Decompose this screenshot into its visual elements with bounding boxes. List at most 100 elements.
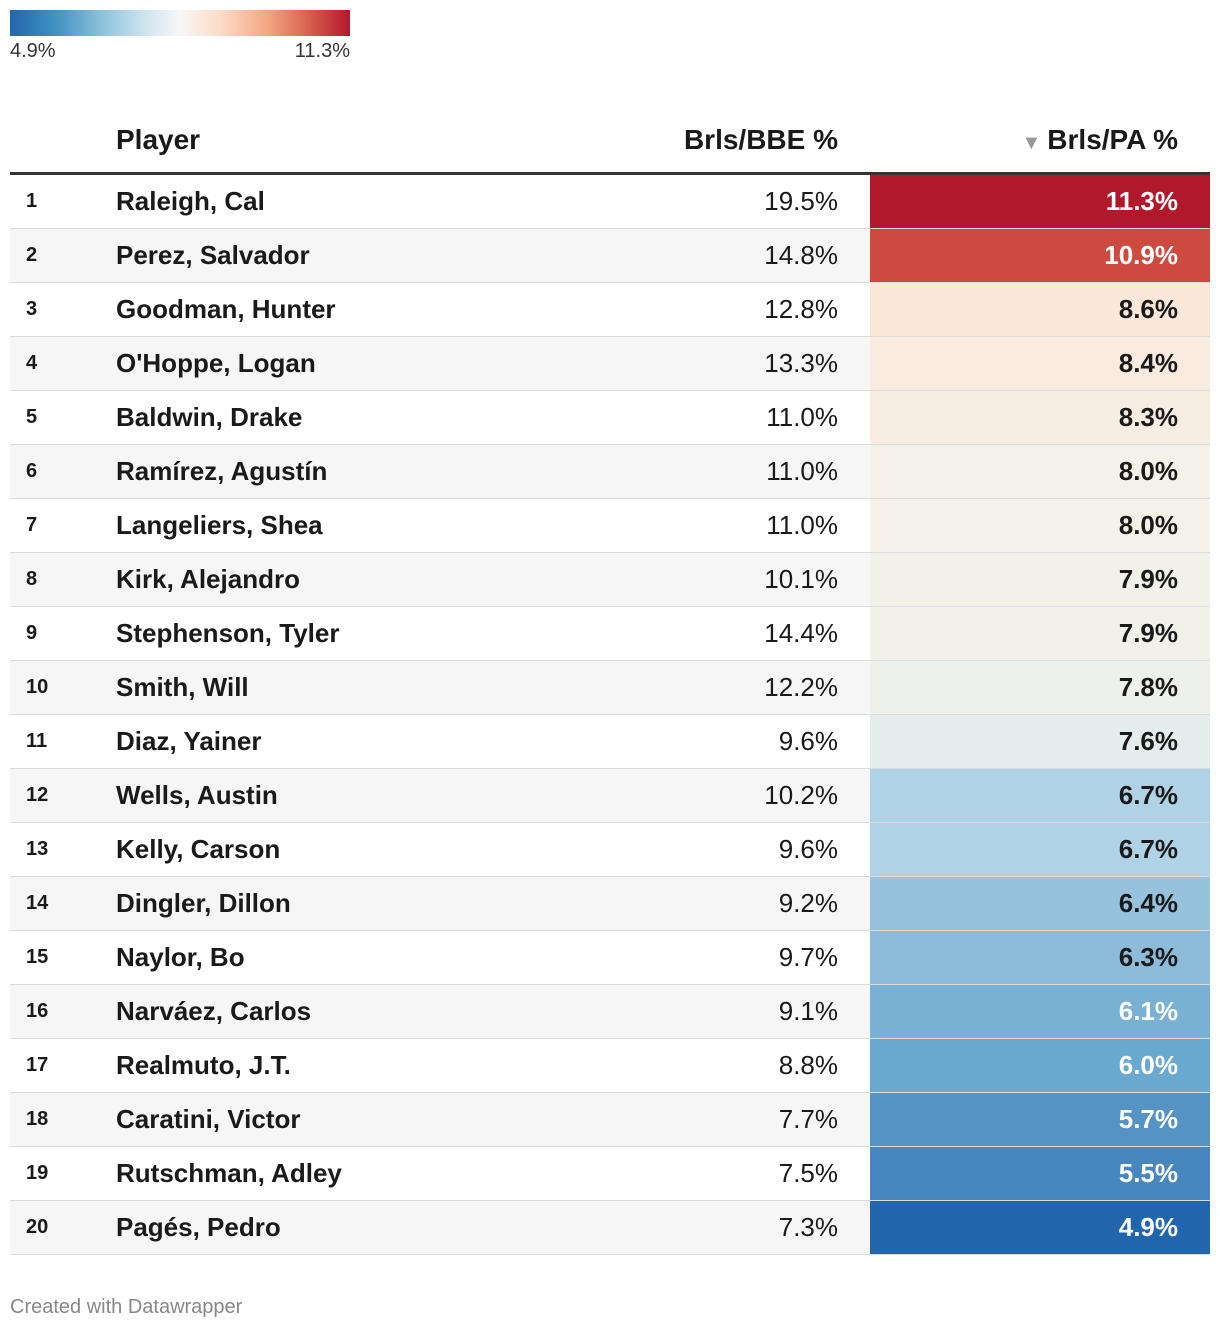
table-row: 9 Stephenson, Tyler 14.4% 7.9% [10, 606, 1210, 661]
cell-player: Diaz, Yainer [116, 714, 530, 769]
column-header-rank[interactable] [10, 108, 116, 175]
table-row: 8 Kirk, Alejandro 10.1% 7.9% [10, 552, 1210, 607]
cell-brls-pa: 10.9% [870, 228, 1210, 283]
cell-brls-bbe: 9.2% [529, 876, 870, 931]
cell-player: O'Hoppe, Logan [116, 336, 530, 391]
cell-brls-bbe: 8.8% [529, 1038, 870, 1093]
cell-rank: 2 [10, 228, 116, 283]
table-row: 6 Ramírez, Agustín 11.0% 8.0% [10, 444, 1210, 499]
cell-brls-pa: 8.6% [870, 282, 1210, 337]
cell-rank: 17 [10, 1038, 116, 1093]
cell-rank: 1 [10, 173, 116, 229]
cell-player: Goodman, Hunter [116, 282, 530, 337]
table-body: 1 Raleigh, Cal 19.5% 11.3% 2 Perez, Salvador 1… [10, 173, 1210, 1255]
table-row: 2 Perez, Salvador 14.8% 10.9% [10, 228, 1210, 283]
cell-player: Realmuto, J.T. [116, 1038, 530, 1093]
cell-brls-pa: 7.9% [870, 552, 1210, 607]
column-header-player[interactable]: Player [116, 108, 530, 175]
table-header-row: Player Brls/BBE % ▼ Brls/PA % [10, 108, 1210, 175]
cell-rank: 14 [10, 876, 116, 931]
cell-brls-pa: 8.0% [870, 444, 1210, 499]
cell-rank: 15 [10, 930, 116, 985]
cell-brls-bbe: 7.5% [529, 1146, 870, 1201]
cell-brls-pa: 11.3% [870, 173, 1210, 229]
cell-player: Langeliers, Shea [116, 498, 530, 553]
table-row: 20 Pagés, Pedro 7.3% 4.9% [10, 1200, 1210, 1255]
cell-brls-pa: 5.7% [870, 1092, 1210, 1147]
cell-player: Perez, Salvador [116, 228, 530, 283]
cell-brls-bbe: 9.6% [529, 714, 870, 769]
table-row: 19 Rutschman, Adley 7.5% 5.5% [10, 1146, 1210, 1201]
cell-brls-pa: 4.9% [870, 1200, 1210, 1255]
cell-brls-pa: 6.3% [870, 930, 1210, 985]
cell-brls-pa: 6.0% [870, 1038, 1210, 1093]
cell-brls-bbe: 12.2% [529, 660, 870, 715]
legend-min-label: 4.9% [10, 40, 56, 62]
cell-brls-pa: 8.4% [870, 336, 1210, 391]
color-legend: 4.9% 11.3% [10, 10, 350, 63]
cell-player: Rutschman, Adley [116, 1146, 530, 1201]
table-row: 12 Wells, Austin 10.2% 6.7% [10, 768, 1210, 823]
cell-rank: 5 [10, 390, 116, 445]
table-row: 7 Langeliers, Shea 11.0% 8.0% [10, 498, 1210, 553]
cell-player: Naylor, Bo [116, 930, 530, 985]
cell-brls-bbe: 10.2% [529, 768, 870, 823]
cell-brls-bbe: 9.1% [529, 984, 870, 1039]
cell-player: Raleigh, Cal [116, 173, 530, 229]
column-header-brls-pa-label: Brls/PA % [1047, 124, 1178, 155]
cell-rank: 3 [10, 282, 116, 337]
footer-credit: Created with Datawrapper [10, 1296, 243, 1318]
table-row: 10 Smith, Will 12.2% 7.8% [10, 660, 1210, 715]
table-row: 16 Narváez, Carlos 9.1% 6.1% [10, 984, 1210, 1039]
cell-brls-bbe: 7.7% [529, 1092, 870, 1147]
legend-labels: 4.9% 11.3% [10, 40, 350, 63]
cell-brls-pa: 7.6% [870, 714, 1210, 769]
cell-brls-bbe: 11.0% [529, 444, 870, 499]
cell-brls-pa: 8.0% [870, 498, 1210, 553]
table-row: 3 Goodman, Hunter 12.8% 8.6% [10, 282, 1210, 337]
cell-player: Pagés, Pedro [116, 1200, 530, 1255]
cell-brls-pa: 5.5% [870, 1146, 1210, 1201]
cell-brls-bbe: 9.6% [529, 822, 870, 877]
cell-rank: 20 [10, 1200, 116, 1255]
cell-rank: 6 [10, 444, 116, 499]
legend-gradient-bar [10, 10, 350, 36]
table-row: 17 Realmuto, J.T. 8.8% 6.0% [10, 1038, 1210, 1093]
legend-max-label: 11.3% [294, 40, 350, 62]
cell-rank: 10 [10, 660, 116, 715]
cell-brls-bbe: 11.0% [529, 390, 870, 445]
cell-brls-pa: 6.7% [870, 768, 1210, 823]
column-header-brls-bbe[interactable]: Brls/BBE % [529, 108, 870, 175]
cell-rank: 19 [10, 1146, 116, 1201]
cell-brls-bbe: 13.3% [529, 336, 870, 391]
table-row: 11 Diaz, Yainer 9.6% 7.6% [10, 714, 1210, 769]
table-row: 18 Caratini, Victor 7.7% 5.7% [10, 1092, 1210, 1147]
cell-rank: 18 [10, 1092, 116, 1147]
table-row: 13 Kelly, Carson 9.6% 6.7% [10, 822, 1210, 877]
cell-player: Caratini, Victor [116, 1092, 530, 1147]
cell-player: Kirk, Alejandro [116, 552, 530, 607]
cell-player: Dingler, Dillon [116, 876, 530, 931]
cell-player: Baldwin, Drake [116, 390, 530, 445]
cell-brls-pa: 6.1% [870, 984, 1210, 1039]
cell-brls-pa: 6.7% [870, 822, 1210, 877]
column-header-brls-pa[interactable]: ▼ Brls/PA % [870, 108, 1210, 175]
cell-rank: 13 [10, 822, 116, 877]
cell-brls-pa: 7.9% [870, 606, 1210, 661]
sort-descending-icon: ▼ [1021, 132, 1042, 154]
cell-brls-pa: 6.4% [870, 876, 1210, 931]
cell-player: Ramírez, Agustín [116, 444, 530, 499]
cell-brls-bbe: 12.8% [529, 282, 870, 337]
cell-brls-bbe: 14.8% [529, 228, 870, 283]
cell-rank: 11 [10, 714, 116, 769]
cell-rank: 7 [10, 498, 116, 553]
cell-rank: 12 [10, 768, 116, 823]
cell-brls-bbe: 9.7% [529, 930, 870, 985]
table-row: 15 Naylor, Bo 9.7% 6.3% [10, 930, 1210, 985]
table-row: 14 Dingler, Dillon 9.2% 6.4% [10, 876, 1210, 931]
cell-brls-bbe: 10.1% [529, 552, 870, 607]
cell-player: Narváez, Carlos [116, 984, 530, 1039]
cell-player: Kelly, Carson [116, 822, 530, 877]
cell-player: Wells, Austin [116, 768, 530, 823]
cell-rank: 8 [10, 552, 116, 607]
